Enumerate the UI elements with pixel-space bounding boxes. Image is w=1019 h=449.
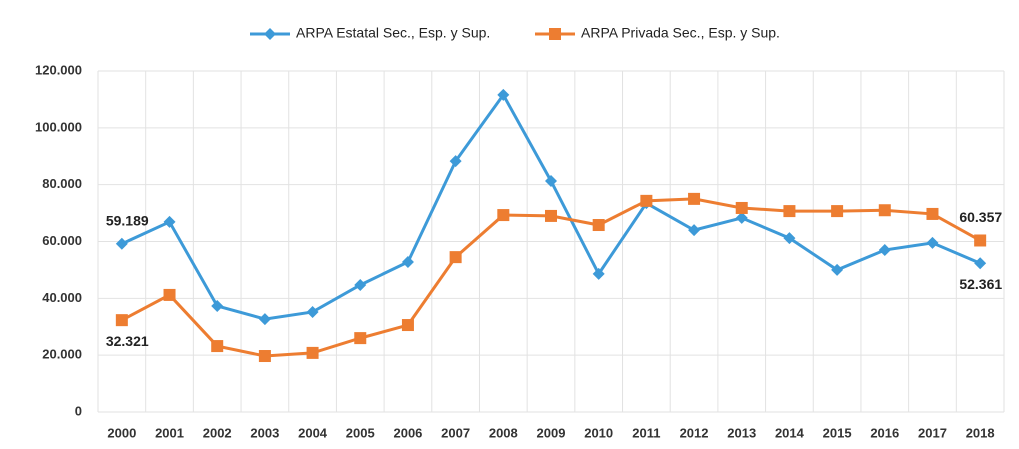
point [831, 205, 844, 218]
y-tick-label: 120.000 [35, 62, 82, 77]
point [258, 313, 271, 326]
point [735, 201, 748, 214]
x-tick-label: 2004 [298, 425, 328, 440]
point [878, 204, 891, 217]
point [306, 305, 319, 318]
legend-marker [264, 28, 276, 40]
point [545, 209, 557, 222]
point [735, 211, 748, 224]
data-label: 60.357 [959, 209, 1002, 225]
point [354, 278, 367, 291]
x-tick-label: 2010 [584, 425, 613, 440]
point [401, 319, 414, 332]
x-tick-label: 2005 [346, 425, 375, 440]
point [926, 207, 939, 220]
x-tick-label: 2008 [489, 425, 518, 440]
x-tick-label: 2002 [203, 425, 232, 440]
y-tick-label: 60.000 [42, 233, 82, 248]
x-tick-label: 2011 [632, 425, 660, 440]
x-tick-label: 2016 [870, 425, 899, 440]
x-tick-label: 2015 [823, 425, 852, 440]
series-line [121, 92, 981, 321]
data-label: 52.361 [959, 276, 1002, 292]
x-tick-label: 2014 [775, 425, 805, 440]
point [592, 267, 605, 280]
point [783, 205, 796, 218]
point [401, 255, 414, 268]
point [306, 346, 319, 359]
point [497, 209, 510, 222]
x-tick-label: 2009 [537, 425, 566, 440]
point [926, 236, 939, 249]
series-line [121, 197, 981, 358]
point [640, 194, 653, 207]
x-tick-label: 2001 [155, 425, 184, 440]
y-tick-label: 100.000 [35, 119, 82, 134]
x-tick-label: 2003 [250, 425, 279, 440]
point [163, 288, 176, 301]
point [258, 350, 271, 363]
data-label: 59.189 [106, 213, 149, 229]
y-tick-label: 20.000 [42, 347, 82, 362]
x-tick-label: 2018 [966, 425, 995, 440]
x-tick-label: 2012 [680, 425, 709, 440]
data-label: 32.321 [106, 333, 149, 349]
point [211, 300, 224, 313]
legend-label: ARPA Estatal Sec., Esp. y Sup. [296, 25, 490, 41]
x-tick-label: 2013 [727, 425, 756, 440]
point [354, 332, 367, 345]
x-tick-label: 2000 [107, 425, 136, 440]
y-tick-label: 0 [75, 403, 82, 418]
point [115, 237, 128, 250]
point [545, 174, 557, 187]
point [831, 263, 844, 276]
y-tick-label: 40.000 [42, 290, 82, 305]
point [974, 234, 987, 247]
legend-label: ARPA Privada Sec., Esp. y Sup. [581, 25, 780, 41]
point [688, 192, 701, 205]
point [783, 232, 796, 245]
point [449, 251, 462, 264]
x-tick-label: 2007 [441, 425, 470, 440]
point [211, 340, 224, 353]
point [163, 215, 176, 228]
x-tick-label: 2017 [918, 425, 947, 440]
point [449, 155, 462, 168]
point [115, 314, 128, 327]
legend-marker [549, 28, 561, 40]
point [974, 257, 987, 270]
point [497, 88, 510, 101]
point [592, 219, 605, 232]
point [688, 224, 701, 237]
y-tick-label: 80.000 [42, 176, 82, 191]
x-tick-label: 2006 [393, 425, 422, 440]
point [878, 244, 891, 257]
